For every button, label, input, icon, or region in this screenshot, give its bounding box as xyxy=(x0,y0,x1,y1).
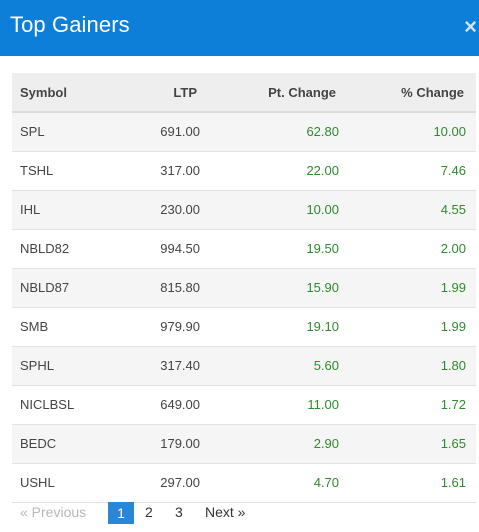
table-row[interactable]: BEDC 179.00 2.90 1.65 xyxy=(12,424,476,463)
cell-symbol: NICLBSL xyxy=(20,397,75,412)
gainers-table: Symbol LTP Pt. Change % Change SPL 691.00… xyxy=(12,73,476,503)
cell-pct-change: 1.72 xyxy=(440,397,466,412)
cell-pt-change: 62.80 xyxy=(306,124,339,140)
cell-ltp: 979.90 xyxy=(160,319,200,334)
page-link-1-active[interactable]: 1 xyxy=(108,502,134,524)
modal-title: Top Gainers xyxy=(10,12,130,37)
table-row[interactable]: NBLD82 994.50 19.50 2.00 xyxy=(12,229,476,268)
cell-pct-change: 1.99 xyxy=(440,280,466,295)
cell-symbol: NBLD87 xyxy=(20,280,70,295)
header-row: Symbol LTP Pt. Change % Change xyxy=(12,73,476,113)
cell-pct-change: 1.65 xyxy=(440,436,466,451)
cell-symbol: USHL xyxy=(20,475,55,490)
column-header-pct-change[interactable]: % Change xyxy=(343,73,476,113)
cell-pct-change: 1.80 xyxy=(440,358,466,373)
cell-symbol: BEDC xyxy=(20,436,57,451)
gainers-table-container: Symbol LTP Pt. Change % Change SPL 691.00… xyxy=(12,73,476,503)
table-row[interactable]: SPL 691.00 62.80 10.00 xyxy=(12,112,476,151)
cell-ltp: 815.80 xyxy=(160,280,200,295)
cell-pct-change: 7.46 xyxy=(440,163,466,178)
table-row[interactable]: USHL 297.00 4.70 1.61 xyxy=(12,463,476,502)
cell-ltp: 649.00 xyxy=(160,397,200,412)
cell-ltp: 230.00 xyxy=(160,202,200,217)
cell-symbol: SPHL xyxy=(20,358,54,373)
cell-symbol: TSHL xyxy=(20,163,54,178)
cell-ltp: 297.00 xyxy=(160,475,200,490)
cell-ltp: 994.50 xyxy=(160,241,200,256)
cell-pt-change: 22.00 xyxy=(306,163,339,178)
close-icon[interactable]: × xyxy=(464,14,477,39)
table-header: Symbol LTP Pt. Change % Change xyxy=(12,73,476,113)
previous-page-link[interactable]: « Previous xyxy=(20,504,87,520)
cell-pct-change: 1.61 xyxy=(440,475,466,490)
cell-symbol: IHL xyxy=(20,202,41,217)
page-link-3[interactable]: 3 xyxy=(175,504,183,520)
pagination: « Previous 1 2 3 Next » xyxy=(0,502,479,524)
cell-pt-change: 5.60 xyxy=(313,358,339,373)
cell-pct-change: 1.99 xyxy=(440,319,466,334)
cell-ltp: 179.00 xyxy=(160,436,200,451)
modal-header: Top Gainers × xyxy=(0,0,479,56)
cell-pt-change: 19.50 xyxy=(306,241,339,256)
page-link-2[interactable]: 2 xyxy=(145,504,153,520)
table-row[interactable]: SPHL 317.40 5.60 1.80 xyxy=(12,346,476,385)
cell-pct-change: 4.55 xyxy=(440,202,466,217)
cell-pt-change: 4.70 xyxy=(313,475,339,490)
cell-pt-change: 19.10 xyxy=(306,319,339,334)
table-row[interactable]: NBLD87 815.80 15.90 1.99 xyxy=(12,268,476,307)
cell-pct-change: 10.00 xyxy=(433,124,466,140)
column-header-pt-change[interactable]: Pt. Change xyxy=(206,73,343,113)
cell-symbol: SMB xyxy=(20,319,49,334)
table-row[interactable]: NICLBSL 649.00 11.00 1.72 xyxy=(12,385,476,424)
table-row[interactable]: IHL 230.00 10.00 4.55 xyxy=(12,190,476,229)
table-row[interactable]: SMB 979.90 19.10 1.99 xyxy=(12,307,476,346)
cell-ltp: 691.00 xyxy=(160,124,200,140)
cell-pct-change: 2.00 xyxy=(440,241,466,256)
cell-pt-change: 10.00 xyxy=(306,202,339,217)
next-page-link[interactable]: Next » xyxy=(205,504,246,520)
table-body: SPL 691.00 62.80 10.00 TSHL 317.00 22.00 7.46 IH… xyxy=(12,112,476,502)
cell-ltp: 317.00 xyxy=(160,163,200,178)
cell-symbol: SPL xyxy=(20,124,45,140)
cell-symbol: NBLD82 xyxy=(20,241,70,256)
cell-pt-change: 2.90 xyxy=(313,436,339,451)
column-header-symbol[interactable]: Symbol xyxy=(12,73,132,113)
cell-pt-change: 15.90 xyxy=(306,280,339,295)
table-row[interactable]: TSHL 317.00 22.00 7.46 xyxy=(12,151,476,190)
cell-ltp: 317.40 xyxy=(160,358,200,373)
cell-pt-change: 11.00 xyxy=(307,397,339,412)
column-header-ltp[interactable]: LTP xyxy=(132,73,206,113)
